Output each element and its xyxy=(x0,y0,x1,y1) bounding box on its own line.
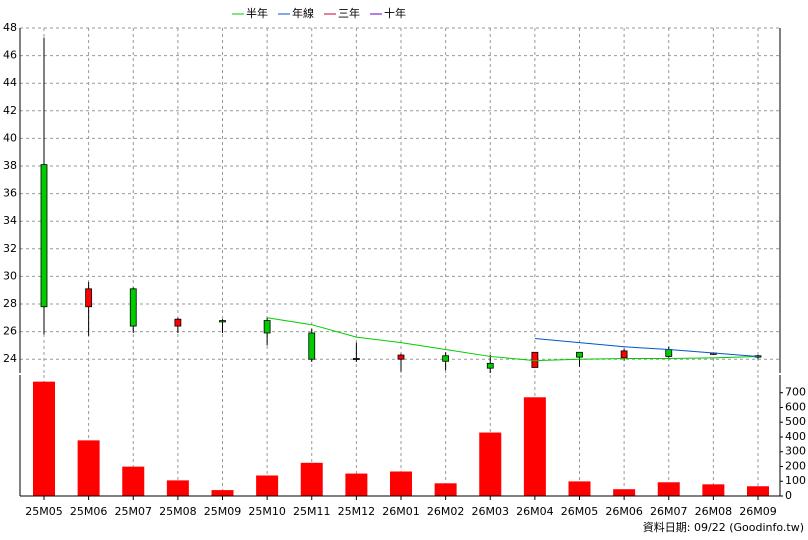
x-tick-label: 26M05 xyxy=(561,505,599,518)
y2-tick-label: 0 xyxy=(785,489,792,502)
x-tick-label: 25M10 xyxy=(248,505,286,518)
y-tick-label: 28 xyxy=(3,297,17,310)
y2-tick-label: 700 xyxy=(785,386,806,399)
y-tick-label: 24 xyxy=(3,352,17,365)
volume-bar xyxy=(211,490,234,496)
candle-body xyxy=(442,355,450,362)
x-tick-label: 25M09 xyxy=(204,505,242,518)
candle-body xyxy=(174,318,182,327)
y2-tick-label: 400 xyxy=(785,430,806,443)
x-tick-label: 26M09 xyxy=(739,505,777,518)
volume-bar xyxy=(747,486,769,496)
legend-label: 半年 xyxy=(246,6,268,20)
source-note: 資料日期: 09/22 (Goodinfo.tw) xyxy=(643,520,804,534)
ma-line xyxy=(534,338,759,357)
candle-body xyxy=(85,288,93,308)
y-tick-label: 32 xyxy=(3,242,17,255)
legend-label: 年線 xyxy=(292,6,314,20)
x-tick-label: 26M06 xyxy=(605,505,643,518)
candle-body xyxy=(486,362,494,369)
volume-bar xyxy=(77,440,100,496)
x-tick-label: 26M03 xyxy=(472,505,510,518)
volume-bar xyxy=(390,471,412,496)
y2-tick-label: 100 xyxy=(785,474,806,487)
x-tick-label: 26M01 xyxy=(382,505,420,518)
x-tick-label: 25M07 xyxy=(115,505,153,518)
y-tick-label: 44 xyxy=(3,76,17,89)
y-tick-label: 30 xyxy=(3,269,17,282)
x-tick-label: 25M11 xyxy=(293,505,331,518)
candle-body xyxy=(576,351,583,358)
x-tick-label: 25M05 xyxy=(25,505,63,518)
volume-bar xyxy=(568,481,591,496)
x-tick-label: 25M06 xyxy=(70,505,108,518)
volume-bar xyxy=(702,484,725,496)
volume-bar xyxy=(613,489,636,496)
volume-bar xyxy=(166,480,189,496)
candle-body xyxy=(219,320,226,323)
candle-body xyxy=(665,349,673,357)
x-tick-label: 26M04 xyxy=(516,505,554,518)
candle-body xyxy=(620,350,628,359)
y-tick-label: 26 xyxy=(3,325,17,338)
y-tick-label: 48 xyxy=(3,21,17,34)
legend-label: 三年 xyxy=(338,6,360,20)
candle-body xyxy=(352,358,360,360)
y2-tick-label: 600 xyxy=(785,400,806,413)
y-tick-label: 42 xyxy=(3,104,17,117)
volume-bar xyxy=(300,462,323,496)
y2-tick-label: 300 xyxy=(785,445,806,458)
y-tick-label: 46 xyxy=(3,49,17,62)
y-tick-label: 34 xyxy=(3,214,17,227)
x-tick-label: 26M02 xyxy=(427,505,465,518)
y-tick-label: 40 xyxy=(3,131,17,144)
volume-bar xyxy=(479,432,502,496)
volume-bar xyxy=(122,466,145,496)
volume-bar xyxy=(33,381,55,496)
x-tick-label: 26M08 xyxy=(695,505,733,518)
y-tick-label: 38 xyxy=(3,159,17,172)
y-tick-label: 36 xyxy=(3,187,17,200)
ma-line xyxy=(267,317,759,362)
volume-bar xyxy=(523,397,546,496)
candle-body xyxy=(40,164,48,308)
y2-tick-label: 500 xyxy=(785,415,806,428)
volume-bar xyxy=(256,475,279,496)
y2-tick-label: 200 xyxy=(785,459,806,472)
x-tick-label: 25M12 xyxy=(338,505,376,518)
x-tick-label: 25M08 xyxy=(159,505,197,518)
volume-bar xyxy=(434,483,457,496)
x-tick-label: 26M07 xyxy=(650,505,688,518)
candle-body xyxy=(397,354,405,360)
candle-body xyxy=(129,288,137,327)
volume-bar xyxy=(345,473,368,496)
volume-bar xyxy=(657,482,680,496)
legend-label: 十年 xyxy=(384,6,406,20)
candle-body xyxy=(308,332,316,360)
candle-body xyxy=(263,320,271,334)
